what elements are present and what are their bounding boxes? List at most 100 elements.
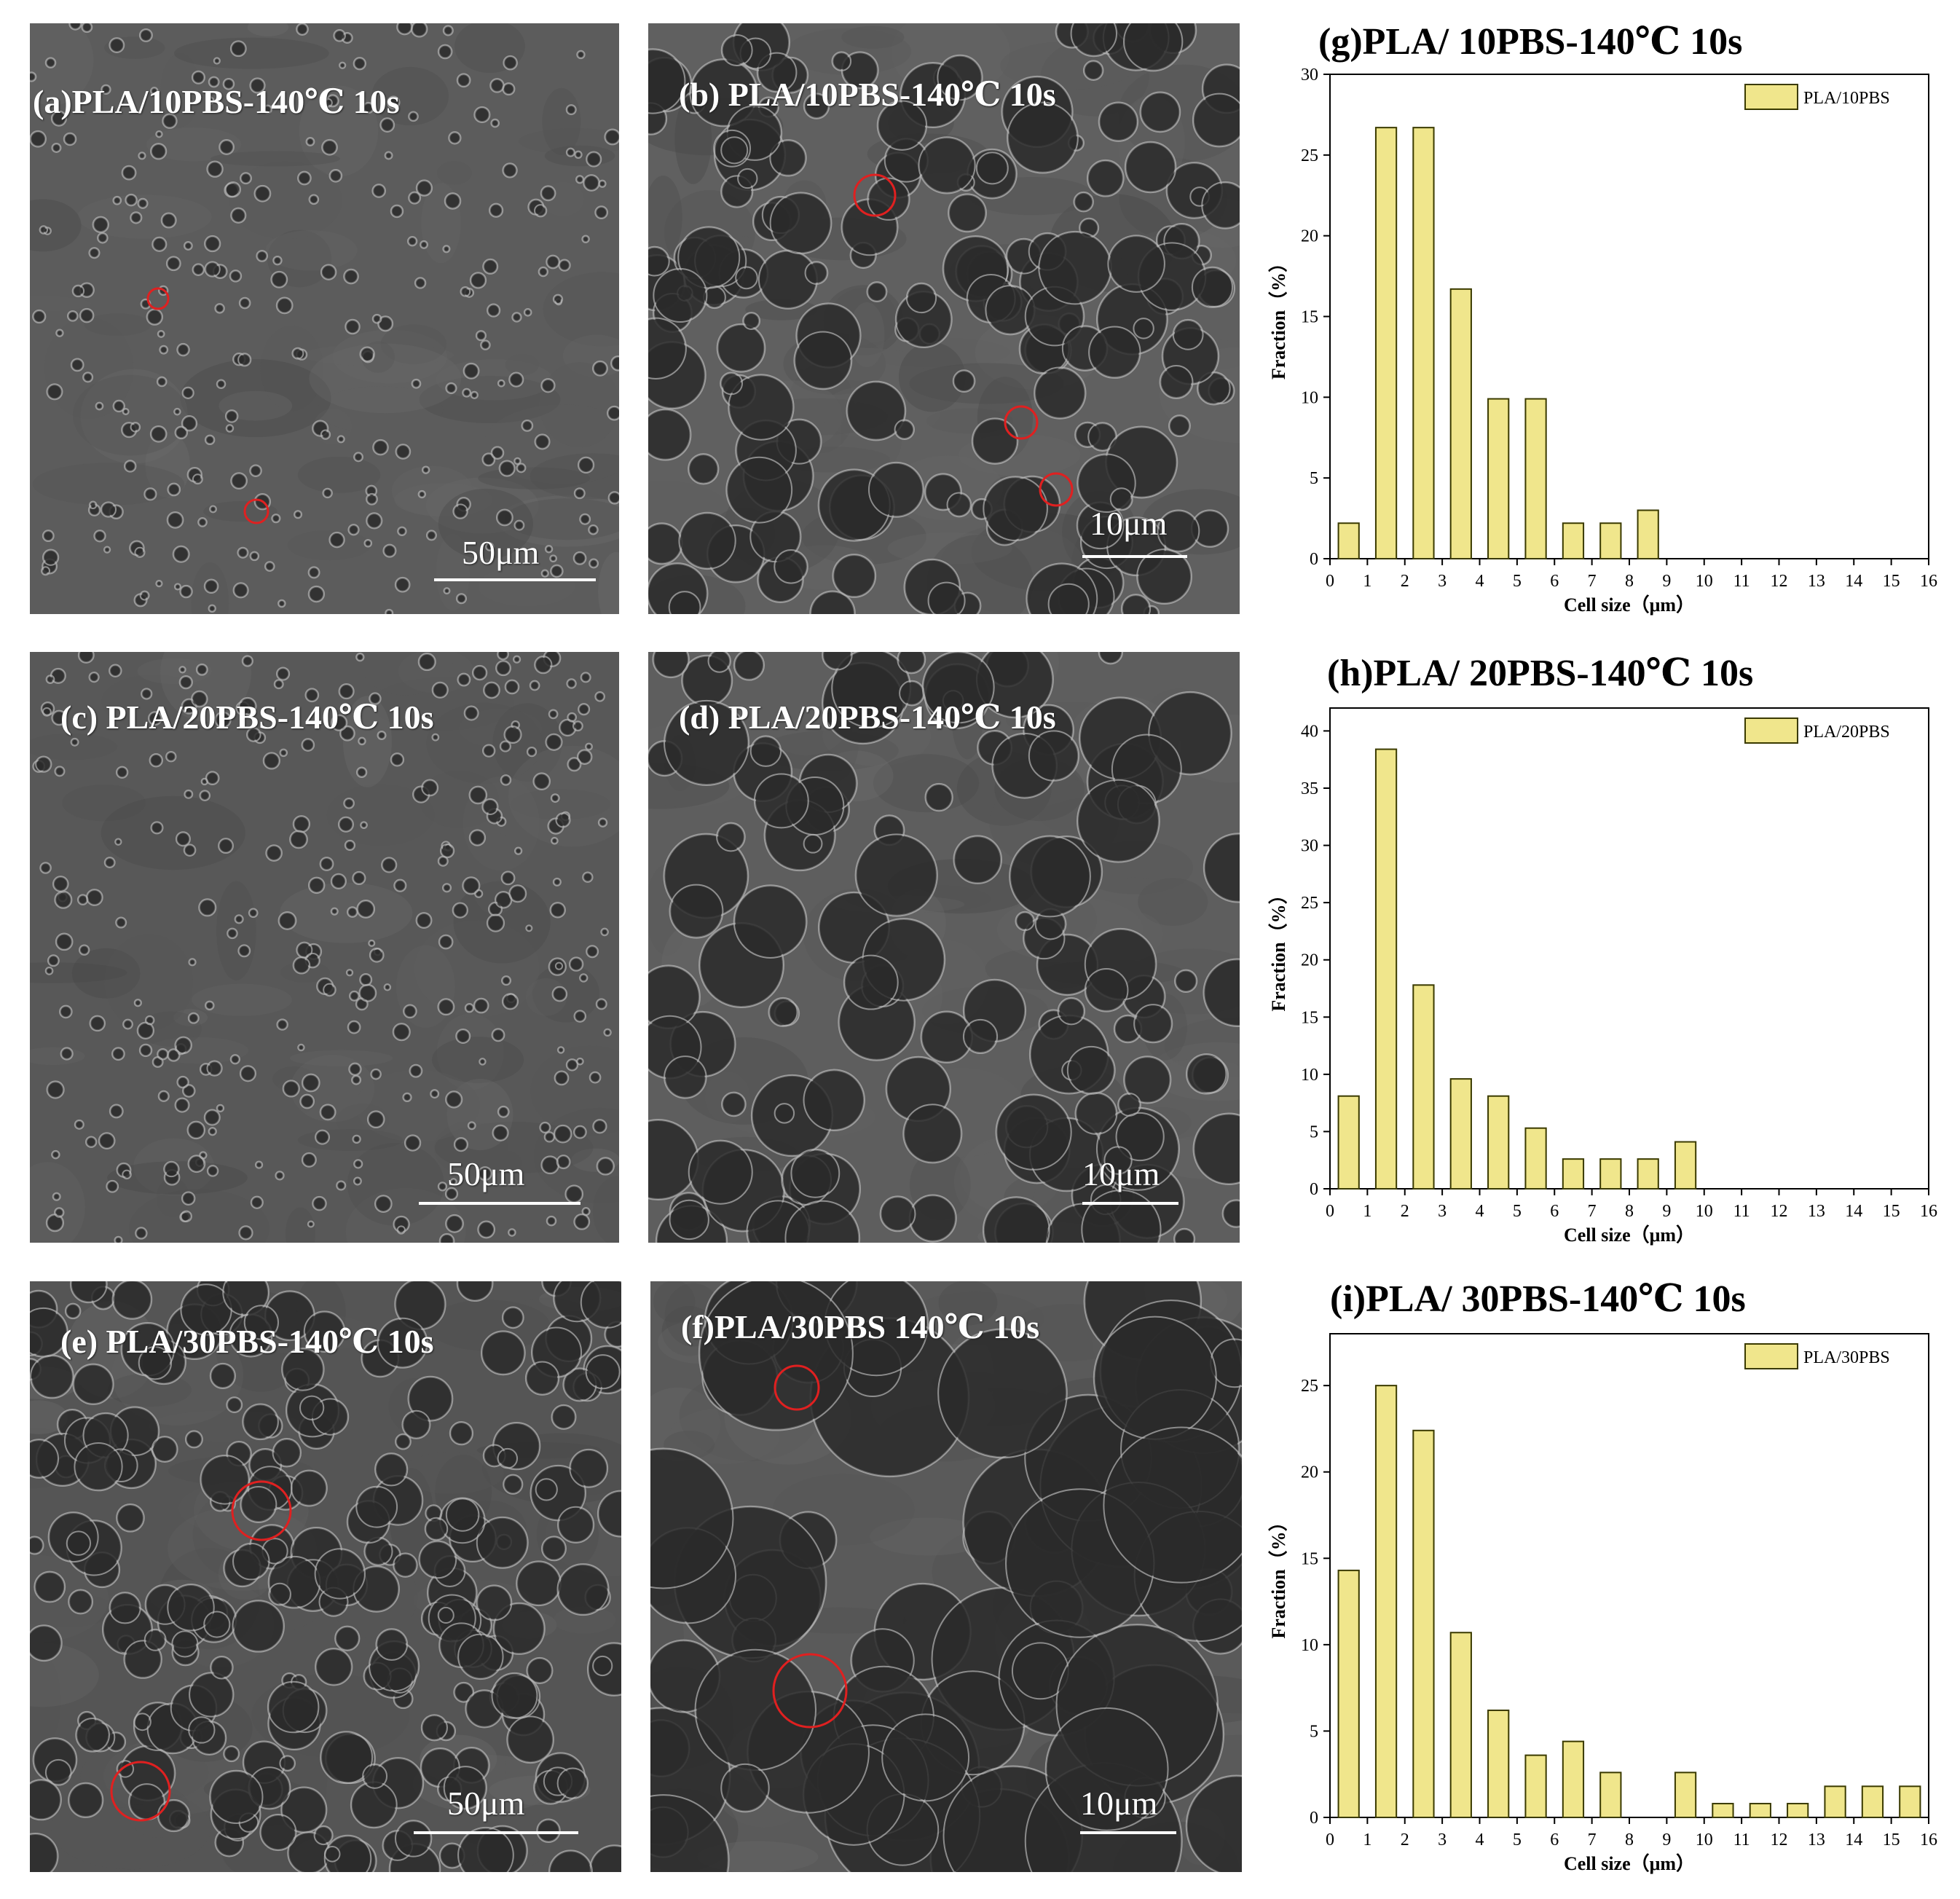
x-tick-label: 7 [1588,572,1597,591]
y-tick-label: 0 [1310,550,1318,569]
histogram-i: 0 1 2 3 4 5 6 7 8 9 10 11 12 13 14 15 16 0 5 10 15 20 25 Cell s… [1253,1315,1937,1894]
bar [1861,1785,1884,1818]
sem-texture [30,23,619,614]
bar [1374,127,1398,559]
scale-label-e: 50μm [447,1785,525,1822]
bar [1599,1158,1622,1190]
y-tick-label: 5 [1310,469,1318,488]
bar [1637,1158,1659,1190]
bar [1562,1740,1585,1819]
y-tick-label: 35 [1301,779,1318,798]
scale-label-b: 10μm [1090,505,1168,542]
y-axis-label: Fraction（%） [1268,885,1289,1011]
sem-texture [648,23,1240,614]
bar [1487,398,1510,559]
x-tick-label: 5 [1513,1831,1522,1849]
x-tick-label: 11 [1733,1831,1750,1849]
sem-texture [30,1281,621,1872]
histogram-g-svg: 0 1 2 3 4 5 6 7 8 9 10 11 12 13 14 15 16051015202530Cell… [1268,66,1937,616]
sem-image-b: (b) PLA/10PBS-140℃ 10s 10μm [648,23,1240,614]
y-tick-label: 0 [1310,1180,1318,1199]
y-tick-label: 20 [1301,951,1318,970]
x-tick-label: 9 [1662,1202,1671,1221]
legend-label: PLA/10PBS [1803,89,1890,108]
x-tick-label: 14 [1845,1202,1862,1221]
x-tick-label: 14 [1845,572,1862,591]
y-tick-label: 10 [1301,388,1318,407]
highlight-circle [231,1480,292,1541]
highlight-circle [1039,472,1074,507]
x-tick-label: 9 [1662,572,1671,591]
bar [1412,1429,1435,1819]
x-tick-label: 8 [1625,572,1634,591]
x-tick-label: 0 [1326,1202,1334,1221]
x-tick-label: 11 [1733,1202,1750,1221]
highlight-circle [772,1653,848,1729]
x-tick-label: 15 [1883,572,1900,591]
x-tick-label: 6 [1550,1831,1559,1849]
bar [1524,398,1547,559]
x-tick-label: 10 [1696,1202,1713,1221]
histogram-g: 0 1 2 3 4 5 6 7 8 9 10 11 12 13 14 15 16 0 5 10 15 20 25 30 Cell… [1253,58,1937,634]
x-tick-label: 6 [1550,572,1559,591]
bar [1337,1569,1360,1818]
histogram-h-svg: 0 1 2 3 4 5 6 7 8 9 10 11 12 13 14 15 160510152025303540… [1268,707,1937,1246]
chart-title-h: (h)PLA/ 20PBS-140℃ 10s [1327,653,1754,694]
y-tick-label: 15 [1301,1008,1318,1027]
bar [1374,748,1398,1190]
bar [1412,127,1435,559]
y-tick-label: 40 [1301,722,1318,741]
highlight-circle [774,1364,820,1411]
x-tick-label: 10 [1696,572,1713,591]
x-tick-label: 8 [1625,1831,1634,1849]
x-tick-label: 9 [1662,1831,1671,1849]
highlight-circle [1004,405,1039,440]
sem-image-e: (e) PLA/30PBS-140℃ 10s 50μm [30,1281,621,1872]
highlight-circle [146,287,170,310]
sem-texture [650,1281,1242,1872]
x-tick-label: 3 [1438,572,1447,591]
x-tick-label: 12 [1771,1831,1788,1849]
bar [1449,1078,1472,1190]
x-tick-label: 3 [1438,1202,1447,1221]
y-tick-label: 25 [1301,146,1318,165]
x-tick-label: 2 [1401,572,1409,591]
x-tick-label: 15 [1883,1202,1900,1221]
y-tick-label: 30 [1301,837,1318,856]
scale-label-d: 10μm [1082,1155,1160,1192]
x-tick-label: 15 [1883,1831,1900,1849]
x-tick-label: 5 [1513,1202,1522,1221]
y-axis-label: Fraction（%） [1268,1512,1289,1638]
bar [1674,1772,1697,1818]
legend-swatch [1744,84,1798,110]
bar [1637,509,1659,559]
x-tick-label: 0 [1326,572,1334,591]
bar [1487,1709,1510,1818]
panel-label-f: (f)PLA/30PBS 140℃ 10s [681,1308,1040,1345]
scale-bar-a [434,578,596,581]
y-tick-label: 15 [1301,1549,1318,1568]
histogram-h: 0 1 2 3 4 5 6 7 8 9 10 11 12 13 14 15 16 0 5 10 15 20 25 30 35 40… [1253,691,1937,1266]
y-tick-label: 10 [1301,1066,1318,1085]
bar [1487,1095,1510,1190]
sem-image-d: (d) PLA/20PBS-140℃ 10s 10μm [648,652,1240,1243]
bar [1374,1385,1398,1818]
x-tick-label: 4 [1476,1831,1484,1849]
scale-bar-f [1080,1831,1176,1834]
sem-image-f: (f)PLA/30PBS 140℃ 10s 10μm [650,1281,1242,1872]
sem-texture [30,652,619,1243]
bar [1824,1785,1846,1818]
panel-label-c: (c) PLA/20PBS-140℃ 10s [60,699,434,736]
legend-label: PLA/20PBS [1803,723,1890,742]
legend-swatch [1744,1343,1798,1369]
x-tick-label: 4 [1476,572,1484,591]
x-tick-label: 16 [1920,572,1937,591]
scale-label-f: 10μm [1080,1785,1158,1822]
legend-swatch [1744,717,1798,744]
y-tick-label: 25 [1301,1377,1318,1396]
chart-title-i: (i)PLA/ 30PBS-140℃ 10s [1330,1278,1746,1320]
sem-image-a: (a)PLA/10PBS-140℃ 10s 50μm [30,23,619,614]
x-tick-label: 13 [1808,1831,1825,1849]
y-tick-label: 5 [1310,1123,1318,1141]
